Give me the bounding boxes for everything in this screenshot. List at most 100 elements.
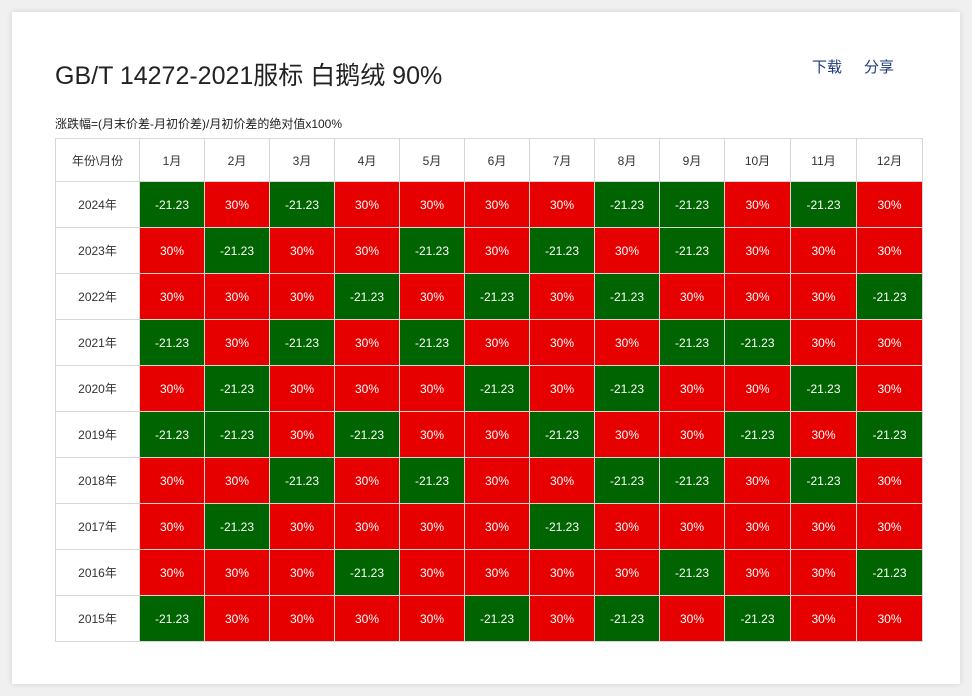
- year-label: 2024年: [55, 181, 140, 228]
- heatmap-cell: 30%: [464, 549, 530, 596]
- heatmap-cell: -21.23: [204, 411, 270, 458]
- month-header: 9月: [659, 138, 725, 182]
- heatmap-cell: -21.23: [399, 457, 465, 504]
- heatmap-cell: 30%: [269, 273, 335, 320]
- heatmap-cell: 30%: [659, 273, 725, 320]
- heatmap-cell: 30%: [139, 503, 205, 550]
- heatmap-cell: 30%: [334, 503, 400, 550]
- heatmap-cell: -21.23: [464, 365, 530, 412]
- heatmap-cell: 30%: [856, 319, 923, 366]
- heatmap-cell: -21.23: [399, 227, 465, 274]
- heatmap-cell: 30%: [399, 549, 465, 596]
- share-link[interactable]: 分享: [863, 59, 894, 76]
- heatmap-cell: -21.23: [204, 503, 270, 550]
- heatmap-cell: -21.23: [594, 457, 660, 504]
- heatmap-cell: -21.23: [659, 319, 725, 366]
- month-header: 8月: [594, 138, 660, 182]
- heatmap-cell: 30%: [334, 227, 400, 274]
- heatmap-cell: -21.23: [594, 365, 660, 412]
- heatmap-cell: 30%: [269, 503, 335, 550]
- heatmap-cell: 30%: [334, 457, 400, 504]
- heatmap-cell: 30%: [269, 549, 335, 596]
- heatmap-cell: -21.23: [334, 273, 400, 320]
- heatmap-cell: 30%: [659, 503, 725, 550]
- month-header: 11月: [790, 138, 857, 182]
- heatmap-cell: 30%: [269, 365, 335, 412]
- table-row: 2021年 -21.23 30% -21.23 30% -21.23 30% 30% 30% -2…: [55, 319, 923, 366]
- heatmap-cell: 30%: [790, 227, 857, 274]
- heatmap-cell: 30%: [724, 457, 791, 504]
- heatmap-cell: -21.23: [594, 273, 660, 320]
- heatmap-cell: -21.23: [464, 273, 530, 320]
- heatmap-cell: 30%: [856, 457, 923, 504]
- heatmap-cell: -21.23: [269, 457, 335, 504]
- heatmap-cell: -21.23: [464, 595, 530, 642]
- heatmap-cell: 30%: [659, 411, 725, 458]
- heatmap-cell: -21.23: [856, 273, 923, 320]
- heatmap-cell: 30%: [529, 181, 595, 228]
- chart-card: GB/T 14272-2021服标 白鹅绒 90% 下载 分享 涨跌幅=(月末价…: [12, 12, 960, 684]
- heatmap-cell: 30%: [724, 549, 791, 596]
- heatmap-cell: 30%: [399, 595, 465, 642]
- month-header: 4月: [334, 138, 400, 182]
- heatmap-cell: 30%: [464, 503, 530, 550]
- heatmap-cell: 30%: [334, 181, 400, 228]
- table-row: 2020年 30% -21.23 30% 30% 30% -21.23 30% -21.23 30…: [55, 365, 923, 412]
- heatmap-cell: 30%: [856, 595, 923, 642]
- year-label: 2016年: [55, 549, 140, 596]
- heatmap-cell: 30%: [790, 319, 857, 366]
- heatmap-cell: 30%: [269, 411, 335, 458]
- table-row: 2023年 30% -21.23 30% 30% -21.23 30% -21.23 30% -2…: [55, 227, 923, 274]
- heatmap-cell: 30%: [529, 595, 595, 642]
- heatmap-cell: -21.23: [790, 181, 857, 228]
- heatmap-cell: -21.23: [594, 595, 660, 642]
- year-label: 2021年: [55, 319, 140, 366]
- heatmap-cell: 30%: [724, 365, 791, 412]
- heatmap-cell: -21.23: [334, 411, 400, 458]
- heatmap-cell: 30%: [724, 273, 791, 320]
- download-link[interactable]: 下载: [811, 59, 842, 76]
- heatmap-cell: 30%: [790, 273, 857, 320]
- heatmap-cell: -21.23: [204, 227, 270, 274]
- heatmap-cell: -21.23: [790, 457, 857, 504]
- heatmap-cell: 30%: [399, 503, 465, 550]
- heatmap-cell: -21.23: [724, 411, 791, 458]
- heatmap-cell: -21.23: [724, 595, 791, 642]
- heatmap-cell: 30%: [204, 549, 270, 596]
- table-row: 2018年 30% 30% -21.23 30% -21.23 30% 30% -21.23 -2…: [55, 457, 923, 504]
- heatmap-cell: -21.23: [529, 227, 595, 274]
- heatmap-cell: 30%: [334, 319, 400, 366]
- year-label: 2022年: [55, 273, 140, 320]
- heatmap-cell: -21.23: [594, 181, 660, 228]
- heatmap-cell: 30%: [856, 227, 923, 274]
- formula-note: 涨跌幅=(月末价差-月初价差)/月初价差的绝对值x100%: [55, 117, 343, 131]
- header-row: 年份\月份 1月 2月 3月 4月 5月 6月 7月 8月 9月 10月 11月 12月: [55, 138, 923, 182]
- year-label: 2023年: [55, 227, 140, 274]
- heatmap-cell: 30%: [659, 595, 725, 642]
- month-header: 10月: [724, 138, 791, 182]
- month-header: 3月: [269, 138, 335, 182]
- heatmap-cell: 30%: [724, 227, 791, 274]
- heatmap-cell: 30%: [399, 365, 465, 412]
- heatmap-cell: 30%: [334, 595, 400, 642]
- heatmap-cell: 30%: [139, 273, 205, 320]
- table-row: 2024年 -21.23 30% -21.23 30% 30% 30% 30% -21.23 -2…: [55, 181, 923, 228]
- year-label: 2018年: [55, 457, 140, 504]
- heatmap-cell: -21.23: [724, 319, 791, 366]
- heatmap-cell: -21.23: [204, 365, 270, 412]
- month-header: 1月: [139, 138, 205, 182]
- heatmap-cell: 30%: [139, 365, 205, 412]
- heatmap-cell: -21.23: [790, 365, 857, 412]
- corner-header: 年份\月份: [55, 138, 140, 182]
- year-label: 2019年: [55, 411, 140, 458]
- heatmap-cell: 30%: [529, 457, 595, 504]
- month-header: 7月: [529, 138, 595, 182]
- heatmap-cell: 30%: [790, 503, 857, 550]
- heatmap-cell: 30%: [399, 181, 465, 228]
- heatmap-cell: 30%: [529, 319, 595, 366]
- year-label: 2015年: [55, 595, 140, 642]
- heatmap-cell: 30%: [139, 457, 205, 504]
- heatmap-cell: -21.23: [659, 549, 725, 596]
- heatmap-cell: 30%: [790, 595, 857, 642]
- month-header: 6月: [464, 138, 530, 182]
